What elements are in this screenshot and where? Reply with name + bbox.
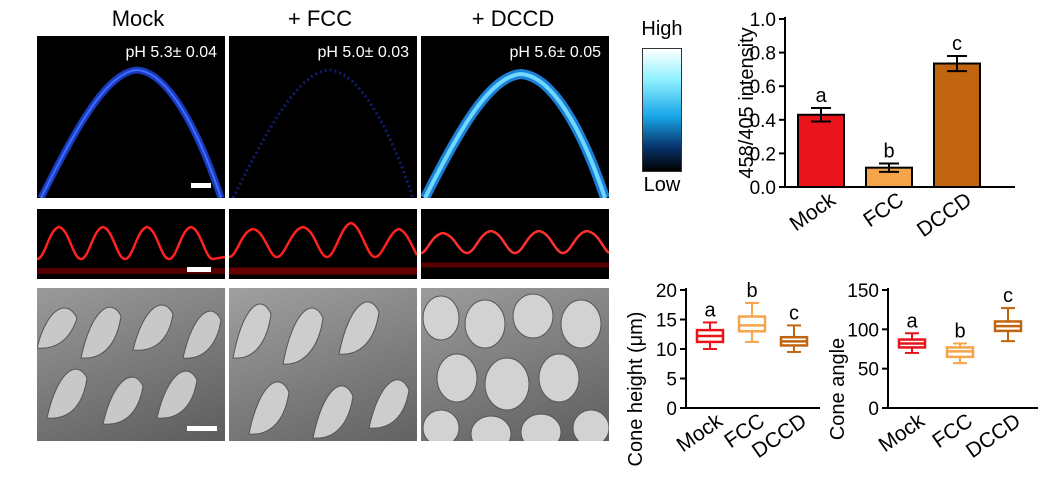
significance-letter: c (789, 302, 799, 324)
y-tick-label: 10 (656, 340, 677, 361)
column-title-fcc: + FCC (287, 6, 353, 31)
y-tick-label: 5 (666, 370, 677, 391)
column-title-mock: Mock (111, 6, 165, 31)
red-profile-image-mock (37, 209, 225, 279)
significance-letter: c (1003, 285, 1013, 307)
ph-value-dccd: pH 5.6± 0.05 (509, 44, 601, 61)
significance-letter: a (815, 85, 827, 107)
y-tick-label: 15 (656, 311, 677, 332)
red-profile-image-dccd (421, 209, 609, 279)
y-tick-label: 50 (858, 360, 879, 381)
fluorescence-image-fcc: pH 5.0± 0.03 (229, 36, 417, 198)
sem-image-fcc (229, 288, 417, 441)
colorbar-high-label: High (641, 18, 683, 40)
y-tick-label: 0.2 (750, 144, 776, 165)
y-axis-label: Cone angle (827, 338, 849, 440)
y-axis-label: 458/405 intensity (736, 27, 758, 178)
bar-mock (797, 113, 845, 188)
x-tick-label: Mock (786, 188, 841, 236)
x-tick-label: FCC (859, 188, 908, 232)
x-tick-label: Mock (875, 409, 930, 457)
column-title-dccd: + DCCD (471, 6, 555, 31)
y-tick-label: 0.6 (750, 77, 776, 98)
fluorescence-image-mock: pH 5.3± 0.04 (37, 36, 225, 198)
y-axis-label: Cone height (μm) (625, 312, 647, 467)
colorbar-low-label: Low (643, 174, 681, 196)
significance-letter: b (883, 140, 894, 162)
significance-letter: a (906, 310, 918, 332)
x-tick-label: Mock (673, 409, 728, 457)
y-tick-label: 100 (847, 320, 879, 341)
significance-letter: c (952, 33, 962, 55)
sem-image-dccd (421, 288, 609, 441)
significance-letter: a (704, 299, 716, 321)
colorbar (642, 48, 682, 172)
y-tick-label: 0 (868, 399, 879, 420)
scale-bar (187, 267, 211, 272)
y-tick-label: 20 (656, 281, 677, 302)
scale-bar (187, 426, 217, 431)
x-tick-label: DCCD (962, 409, 1025, 463)
x-tick-label: DCCD (913, 188, 976, 242)
box-fcc (737, 315, 767, 333)
scale-bar (191, 183, 211, 188)
ph-value-fcc: pH 5.0± 0.03 (317, 44, 409, 61)
red-profile-image-fcc (229, 209, 417, 279)
significance-letter: b (746, 280, 757, 302)
ph-value-mock: pH 5.3± 0.04 (125, 44, 217, 61)
y-tick-label: 0.8 (750, 44, 776, 65)
bar-dccd (933, 62, 981, 189)
fluorescence-image-dccd: pH 5.6± 0.05 (421, 36, 609, 198)
y-tick-label: 1.0 (750, 10, 776, 31)
y-tick-label: 0.4 (750, 111, 777, 132)
y-tick-label: 0.0 (750, 178, 776, 199)
significance-letter: b (954, 320, 965, 342)
y-tick-label: 150 (847, 281, 879, 302)
sem-image-mock (37, 288, 225, 441)
y-tick-label: 0 (666, 399, 677, 420)
